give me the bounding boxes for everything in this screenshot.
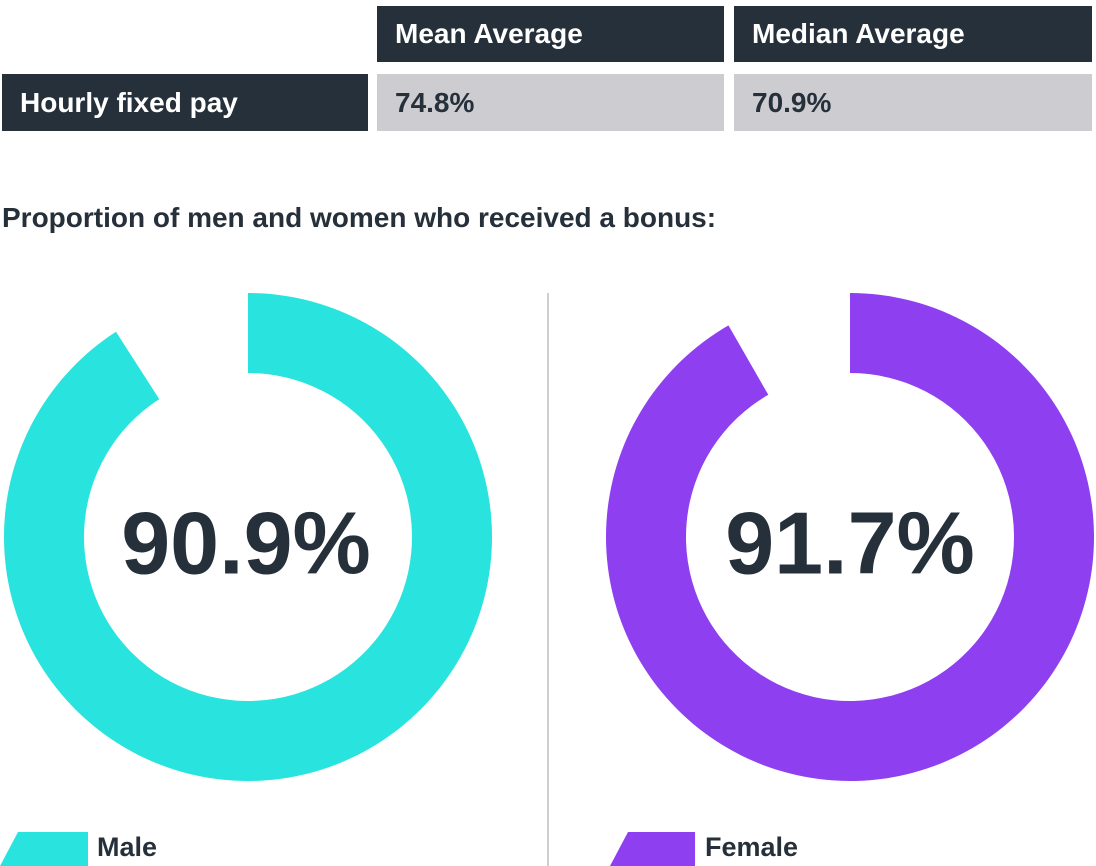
divider (547, 293, 549, 866)
section-title: Proportion of men and women who received… (2, 202, 717, 233)
header-median-average: Median Average (734, 6, 1092, 62)
legend-label-male: Male (97, 832, 158, 862)
legend-label-female: Female (705, 832, 799, 862)
header-mean-average: Mean Average (377, 6, 724, 62)
cell-median-value: 70.9% (734, 74, 1092, 131)
donut-center-label-male: 90.9% (121, 494, 371, 593)
cell-mean-value: 74.8% (377, 74, 724, 131)
donut-ring-female (605, 293, 1094, 781)
legend-swatch-female (610, 832, 695, 866)
donut-center-label-female: 91.7% (725, 494, 975, 593)
donut-ring-male (3, 293, 492, 781)
legend-swatch-male (0, 832, 88, 866)
row-label-hourly-fixed-pay: Hourly fixed pay (2, 74, 368, 131)
